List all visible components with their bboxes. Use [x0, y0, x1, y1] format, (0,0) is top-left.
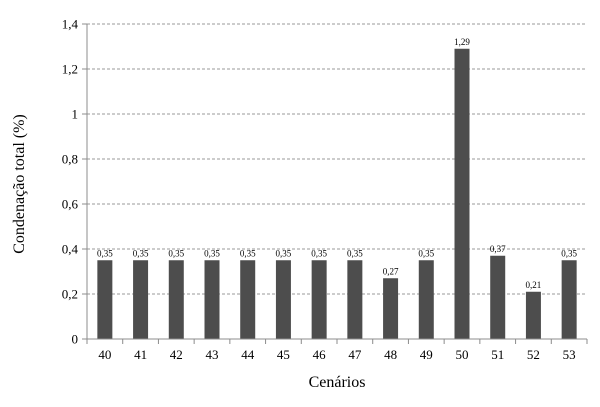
- x-tick-label: 43: [206, 347, 219, 362]
- x-tick-label: 52: [527, 347, 540, 362]
- bars-group: [97, 48, 577, 339]
- y-tick-label: 0,2: [62, 287, 78, 302]
- x-tick-label: 53: [563, 347, 576, 362]
- data-label: 0,35: [276, 248, 292, 258]
- y-tick-label: 0: [72, 332, 79, 347]
- bar: [311, 260, 327, 339]
- x-tick-label: 41: [134, 347, 147, 362]
- bar: [418, 260, 434, 339]
- bar: [275, 260, 291, 339]
- x-axis-title: Cenários: [309, 374, 366, 391]
- data-labels: 0,35 0,35 0,35 0,35 0,35 0,35 0,35 0,35 0,27 0,35…: [97, 37, 578, 290]
- x-tick-labels: 40 41 42 43 44 45 46 47 48 49 50 51 52 53: [98, 347, 575, 362]
- x-tick-label: 50: [456, 347, 469, 362]
- data-label: 1,29: [454, 37, 470, 47]
- bar: [561, 260, 577, 339]
- data-label: 0,35: [168, 248, 184, 258]
- x-tick-label: 40: [98, 347, 111, 362]
- bar: [97, 260, 113, 339]
- bar: [383, 278, 399, 339]
- y-tick-label: 1,2: [62, 62, 78, 77]
- data-label: 0,35: [204, 248, 220, 258]
- data-label: 0,37: [490, 244, 506, 254]
- data-label: 0,35: [561, 248, 577, 258]
- y-tick-label: 1,4: [62, 17, 79, 32]
- bar: [204, 260, 220, 339]
- data-label: 0,27: [383, 266, 399, 276]
- x-tick-label: 44: [241, 347, 255, 362]
- bar: [490, 255, 506, 339]
- x-tick-label: 46: [313, 347, 327, 362]
- x-tick-label: 49: [420, 347, 433, 362]
- y-tick-labels: 0 0,2 0,4 0,6 0,8 1 1,2 1,4: [62, 17, 79, 347]
- x-tick-label: 48: [384, 347, 397, 362]
- data-label: 0,35: [418, 248, 434, 258]
- bar: [240, 260, 256, 339]
- x-tick-label: 51: [491, 347, 504, 362]
- y-tick-label: 0,6: [62, 197, 79, 212]
- bar: [347, 260, 363, 339]
- data-label: 0,35: [311, 248, 327, 258]
- data-label: 0,35: [347, 248, 363, 258]
- y-tick-label: 1: [72, 107, 79, 122]
- data-label: 0,35: [240, 248, 256, 258]
- bar: [133, 260, 149, 339]
- bar: [454, 48, 470, 339]
- x-tick-label: 42: [170, 347, 183, 362]
- x-tick-label: 45: [277, 347, 290, 362]
- y-axis-title: Condenação total (%): [11, 114, 28, 254]
- y-tick-label: 0,8: [62, 152, 78, 167]
- bar: [168, 260, 184, 339]
- data-label: 0,21: [526, 280, 542, 290]
- bar: [525, 291, 541, 339]
- axes-group: [82, 23, 588, 344]
- data-label: 0,35: [133, 248, 149, 258]
- data-label: 0,35: [97, 248, 113, 258]
- y-tick-label: 0,4: [62, 242, 79, 257]
- grid-lines: [87, 23, 587, 295]
- x-tick-label: 47: [348, 347, 362, 362]
